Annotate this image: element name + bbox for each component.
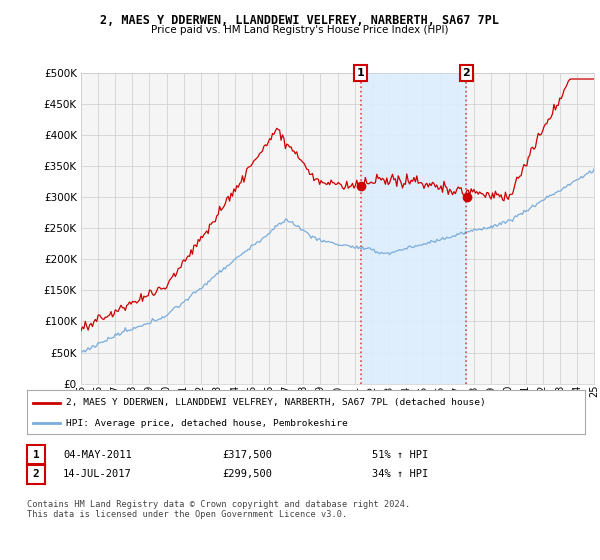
Text: 14-JUL-2017: 14-JUL-2017: [63, 469, 132, 479]
Text: £299,500: £299,500: [222, 469, 272, 479]
Text: 2: 2: [32, 469, 40, 479]
Text: 2, MAES Y DDERWEN, LLANDDEWI VELFREY, NARBERTH, SA67 7PL: 2, MAES Y DDERWEN, LLANDDEWI VELFREY, NA…: [101, 14, 499, 27]
Bar: [361, 73, 466, 384]
Text: Price paid vs. HM Land Registry's House Price Index (HPI): Price paid vs. HM Land Registry's House …: [151, 25, 449, 35]
Text: 2: 2: [463, 68, 470, 78]
Text: HPI: Average price, detached house, Pembrokeshire: HPI: Average price, detached house, Pemb…: [66, 418, 348, 428]
Text: 51% ↑ HPI: 51% ↑ HPI: [372, 450, 428, 460]
Text: Contains HM Land Registry data © Crown copyright and database right 2024.
This d: Contains HM Land Registry data © Crown c…: [27, 500, 410, 519]
Text: 04-MAY-2011: 04-MAY-2011: [63, 450, 132, 460]
Text: £317,500: £317,500: [222, 450, 272, 460]
Text: 1: 1: [357, 68, 364, 78]
Text: 1: 1: [32, 450, 40, 460]
Text: 34% ↑ HPI: 34% ↑ HPI: [372, 469, 428, 479]
Text: 2, MAES Y DDERWEN, LLANDDEWI VELFREY, NARBERTH, SA67 7PL (detached house): 2, MAES Y DDERWEN, LLANDDEWI VELFREY, NA…: [66, 398, 486, 407]
